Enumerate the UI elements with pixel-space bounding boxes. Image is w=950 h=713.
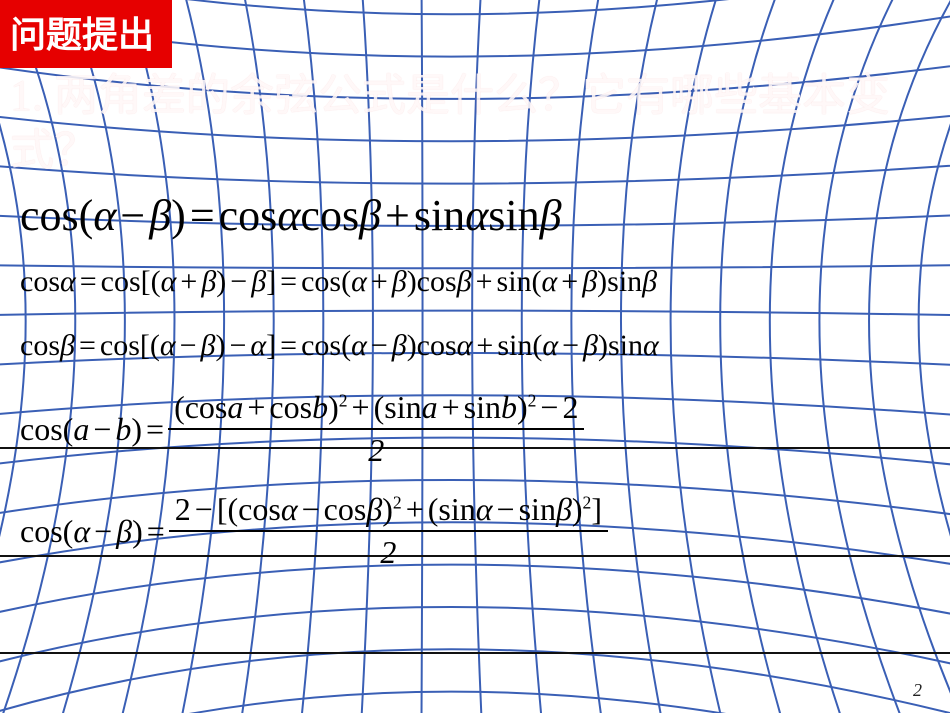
formula-3: cosβ=cos[(α−β)−α]=cos(α−β)cosα+sin(α−β)s… [20,329,930,363]
section-badge: 问题提出 [0,0,172,68]
formula-5-fraction: 2−[(cosα−cosβ)2+(sinα−sinβ)2] 2 [169,491,608,571]
formula-4-denominator: 2 [168,428,584,469]
formula-2: cosα=cos[(α+β)−β]=cos(α+β)cosβ+sin(α+β)s… [20,265,930,299]
question-text: 1. 两角差的余弦公式是什么？它有哪些基本变式？ [10,68,940,178]
formula-block: cos(α−β)=cosαcosβ+sinαsinβ cosα=cos[(α+β… [20,190,930,571]
formula-5-denominator: 2 [169,530,608,571]
formula-1: cos(α−β)=cosαcosβ+sinαsinβ [20,190,930,241]
formula-4: cos(a−b)= (cosa+cosb)2+(sina+sinb)2−2 2 [20,389,930,469]
formula-4-numerator: (cosa+cosb)2+(sina+sinb)2−2 [168,389,584,428]
page-number: 2 [913,680,922,701]
horizontal-rule [0,652,950,654]
formula-5-numerator: 2−[(cosα−cosβ)2+(sinα−sinβ)2] [169,491,608,530]
formula-4-fraction: (cosa+cosb)2+(sina+sinb)2−2 2 [168,389,584,469]
formula-5: cos(α−β)= 2−[(cosα−cosβ)2+(sinα−sinβ)2] … [20,491,930,571]
formula-4-lhs: cos(a−b)= [20,411,168,448]
formula-5-lhs: cos(α−β)= [20,513,169,550]
